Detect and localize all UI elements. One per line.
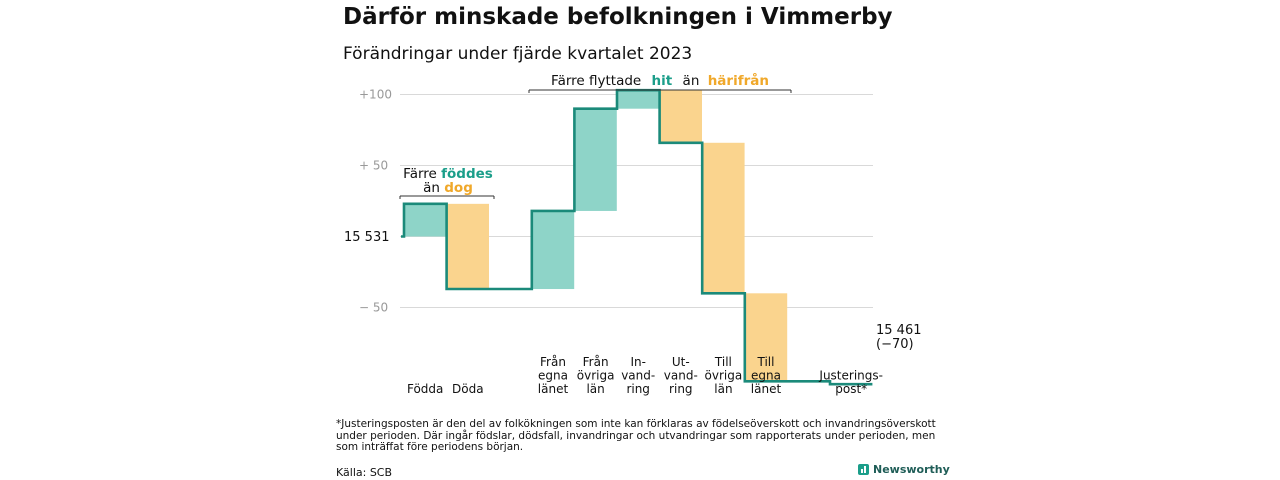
step-line-layer — [401, 88, 873, 386]
end-value-label: 15 461 — [876, 323, 922, 338]
y-tick-label: − 50 — [359, 301, 388, 315]
chart-subtitle: Förändringar under fjärde kvartalet 2023 — [343, 44, 693, 64]
births-annotation-dog: dog — [444, 180, 473, 196]
category-label: Ut-vand-ring — [664, 355, 698, 396]
svg-text:än dog: än dog — [423, 180, 473, 196]
waterfall-bar — [404, 203, 447, 237]
source-label: Källa: SCB — [336, 466, 393, 479]
births-annotation-farre: Färre — [403, 166, 437, 182]
y-axis-ticks: +100 + 50 − 50 — [359, 88, 392, 315]
step-line — [401, 88, 873, 386]
waterfall-bar — [659, 90, 702, 143]
y-tick-label: + 50 — [359, 159, 388, 173]
svg-text:Färre föddes: Färre föddes — [403, 166, 493, 182]
footnote: *Justeringsposten är den del av folkökni… — [336, 418, 936, 453]
waterfall-chart: +100 + 50 − 50 Födda Döda Från egna länet Från ö… — [344, 72, 922, 396]
waterfall-bar — [531, 210, 575, 290]
y-tick-label: +100 — [359, 88, 392, 102]
bars — [404, 90, 788, 382]
category-label: In-vand-ring — [621, 355, 655, 396]
category-label: Födda — [407, 382, 443, 396]
waterfall-bar — [574, 108, 617, 211]
births-annotation-an: än — [423, 180, 440, 196]
category-label: Döda — [452, 382, 484, 396]
category-labels: Födda Döda Från egna länet Från övriga länIn-va… — [407, 355, 883, 396]
waterfall-bar — [446, 203, 489, 290]
category-label: Från övriga län — [577, 355, 615, 396]
waterfall-bar — [702, 142, 745, 294]
newsworthy-logo-text: Newsworthy — [873, 463, 950, 476]
waterfall-bar — [617, 90, 660, 109]
migration-annotation-hit: hit — [652, 73, 673, 89]
category-label: Till egna länet — [751, 355, 782, 396]
newsworthy-logo: Newsworthy — [858, 463, 950, 476]
waterfall-bar — [744, 293, 788, 382]
end-change-label: (−70) — [876, 337, 914, 352]
category-label: Till övriga län — [705, 355, 743, 396]
category-label: Justerings-post* — [818, 369, 883, 397]
chart-title: Därför minskade befolkningen i Vimmerby — [343, 4, 893, 30]
migration-annotation-prefix: Färre flyttade — [551, 73, 641, 89]
svg-text:Färre flyttade hit: Färre flyttade hit än härifrån — [551, 72, 769, 89]
category-label: Från egna länet — [538, 355, 569, 396]
births-annotation: Färre föddes än dog — [399, 166, 495, 199]
newsworthy-logo-icon — [858, 464, 869, 475]
migration-annotation: Färre flyttade hit än härifrån — [528, 72, 792, 93]
migration-annotation-an: än — [683, 73, 700, 89]
start-value-label: 15 531 — [344, 230, 390, 245]
births-annotation-foddes: föddes — [441, 166, 493, 182]
migration-annotation-harifran: härifrån — [708, 72, 769, 89]
